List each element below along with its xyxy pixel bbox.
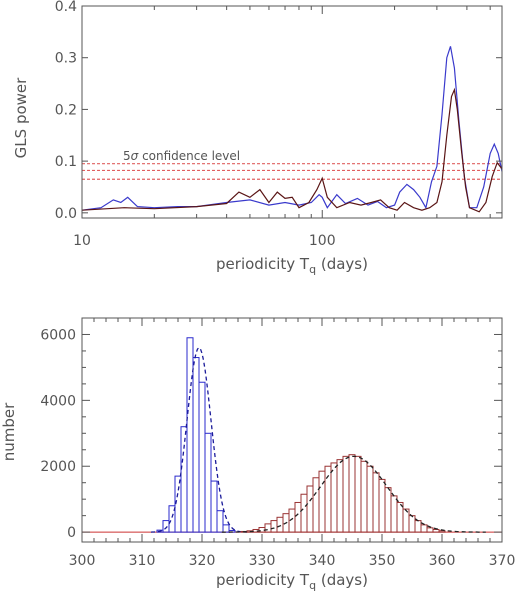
histogram-1-bar-16 — [336, 459, 344, 533]
top-x-tick-label-0: 10 — [73, 233, 91, 249]
top-chart-frame: 0.0 0.1 0.2 0.3 0.4 10 100 — [55, 0, 503, 249]
top-x-axis-label-main: periodicity T — [216, 255, 310, 273]
histogram-0-bar-5 — [186, 337, 194, 533]
histogram-1-gaussian-fit — [221, 455, 486, 533]
histogram-0-bar-7 — [198, 381, 206, 533]
histogram-1-bar-5 — [270, 520, 278, 533]
bottom-x-axis-label-sub: q — [309, 579, 316, 592]
histogram-0-bar-9 — [210, 480, 218, 533]
histogram-1-bar-30 — [420, 524, 428, 533]
histogram-0-gaussian-fit — [150, 346, 248, 533]
histogram-0-bar-1 — [162, 520, 170, 533]
top-y-tick-label-3: 0.3 — [55, 51, 77, 67]
bottom-y-tick-label-2: 4000 — [40, 393, 76, 409]
bottom-y-tick-label-0: 0 — [67, 525, 76, 541]
histogram-1-bar-33 — [438, 530, 446, 533]
histogram-1-bar-6 — [276, 516, 284, 533]
bottom-x-tick-label-7: 370 — [489, 553, 516, 569]
histogram-0-bar-10 — [216, 510, 224, 533]
bottom-plot-border — [81, 317, 503, 543]
top-chart-marks — [81, 46, 503, 213]
bottom-y-tick-label-3: 6000 — [40, 327, 76, 343]
top-y-tick-label-2: 0.2 — [55, 102, 77, 118]
bottom-x-tick-label-1: 310 — [129, 553, 156, 569]
histogram-1-bar-22 — [372, 472, 380, 533]
top-x-axis-label-sub: q — [309, 263, 316, 276]
histogram-0-bar-11 — [222, 524, 230, 533]
top-plot-border — [81, 5, 503, 219]
bottom-x-tick-label-2: 320 — [189, 553, 216, 569]
bottom-y-axis-label: number — [0, 402, 18, 461]
histogram-1-bar-13 — [318, 470, 326, 533]
confidence-annotation-number: 5 — [123, 149, 131, 163]
histogram-1-bar-32 — [432, 528, 440, 533]
gls-series-line-0 — [81, 46, 503, 211]
confidence-annotation-sigma: σ — [131, 149, 139, 163]
bottom-x-tick-label-5: 350 — [369, 553, 396, 569]
top-y-tick-label-1: 0.1 — [55, 154, 77, 170]
bottom-x-tick-label-6: 360 — [429, 553, 456, 569]
histogram-1-bar-19 — [354, 455, 362, 533]
top-y-tick-label-0: 0.0 — [55, 206, 77, 222]
top-y-axis-label: GLS power — [12, 77, 30, 158]
histogram-1-bar-17 — [342, 455, 350, 533]
histogram-1-bar-24 — [384, 487, 392, 533]
histogram-1-bar-4 — [264, 523, 272, 533]
histogram-0-bar-4 — [180, 426, 188, 533]
histogram-1-bar-9 — [294, 501, 302, 533]
histogram-1-bar-10 — [300, 493, 308, 533]
histogram-1-bar-29 — [414, 520, 422, 533]
histogram-1-bar-20 — [360, 460, 368, 533]
bottom-x-axis-label: periodicity Tq (days) — [216, 571, 368, 592]
histogram-1-bar-31 — [426, 527, 434, 533]
histogram-1-bar-12 — [312, 477, 320, 533]
histogram-0-bar-8 — [204, 432, 212, 533]
histogram-1-bar-28 — [408, 515, 416, 533]
bottom-x-axis-label-main: periodicity T — [216, 571, 310, 589]
top-x-axis-label: periodicity Tq (days) — [216, 255, 368, 276]
bottom-chart-marks — [82, 337, 502, 533]
confidence-annotation-text: confidence level — [138, 149, 240, 163]
bottom-x-tick-label-3: 330 — [249, 553, 276, 569]
histogram-1-bar-21 — [366, 465, 374, 533]
histogram-1-bar-25 — [390, 495, 398, 533]
histogram-1-bar-27 — [402, 508, 410, 533]
bottom-x-tick-label-0: 300 — [69, 553, 96, 569]
bottom-x-axis-label-unit: (days) — [316, 571, 368, 589]
gls-series-line-1 — [81, 87, 503, 213]
histogram-1-bar-11 — [306, 485, 314, 533]
top-x-tick-label-1: 100 — [309, 233, 336, 249]
histogram-1-bar-15 — [330, 462, 338, 533]
top-y-tick-label-4: 0.4 — [55, 0, 77, 15]
confidence-level-annotation: 5σ confidence level — [123, 149, 240, 163]
histogram-1-bar-18 — [348, 454, 356, 533]
histogram-0-bar-6 — [192, 357, 200, 533]
top-x-axis-label-unit: (days) — [316, 255, 368, 273]
bottom-x-tick-label-4: 340 — [309, 553, 336, 569]
bottom-y-tick-label-1: 2000 — [40, 459, 76, 475]
bottom-chart-frame: 0 2000 4000 6000 300 310 320 330 340 350 360 370 — [40, 317, 516, 569]
histogram-1-bar-23 — [378, 478, 386, 533]
